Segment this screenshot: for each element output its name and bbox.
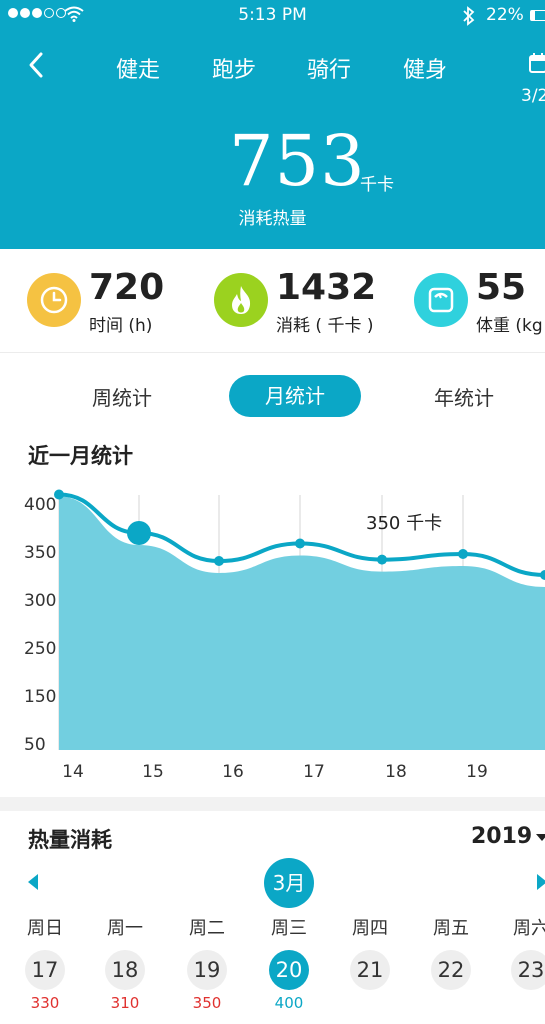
chart-title: 近一月统计 (28, 444, 133, 468)
calendar-icon[interactable] (528, 52, 545, 74)
y-tick-label: 150 (24, 687, 56, 707)
month-badge: 3月 (264, 858, 314, 908)
data-point (295, 538, 305, 549)
x-tick-label: 18 (385, 762, 407, 782)
stat-weight-value: 55 (476, 267, 527, 308)
area-fill (59, 496, 545, 750)
calendar-title: 热量消耗 (28, 828, 112, 852)
nav-date: 3/2 (521, 86, 545, 106)
calorie-label: 消耗热量 (238, 209, 307, 229)
tab-year[interactable]: 年统计 (434, 386, 494, 410)
y-tick-label: 300 (24, 591, 56, 611)
bluetooth-icon (463, 6, 475, 26)
status-time: 5:13 PM (238, 5, 307, 25)
section-divider (0, 797, 545, 811)
weekday-label: 周一 (107, 918, 143, 939)
data-point (458, 549, 468, 559)
weekday-label: 周四 (352, 918, 388, 939)
stat-time-label: 时间 (h) (89, 316, 153, 336)
prev-arrow-icon[interactable] (28, 874, 38, 890)
x-tick-label: 14 (62, 762, 84, 782)
calorie-chart: 4003503002501505014151617181920350 千卡 (24, 489, 545, 782)
y-tick-label: 50 (24, 735, 46, 755)
weekday-label: 周二 (189, 918, 225, 939)
y-tick-label: 250 (24, 639, 56, 659)
next-arrow-icon[interactable] (537, 874, 545, 890)
stat-calories-value: 1432 (276, 267, 377, 308)
day-cell[interactable]: 18 (105, 950, 145, 990)
scale-icon (414, 273, 468, 327)
x-tick-label: 17 (303, 762, 325, 782)
day-calorie-value: 350 (192, 994, 222, 1012)
data-point (214, 556, 224, 566)
stat-calories-label: 消耗 ( 千卡 ) (276, 316, 374, 336)
calorie-value: 753 (229, 120, 366, 202)
calorie-unit: 千卡 (360, 175, 394, 195)
day-calorie-value: 310 (110, 994, 140, 1012)
data-point (127, 521, 151, 545)
back-icon[interactable] (22, 50, 52, 80)
clock-icon (27, 273, 81, 327)
y-tick-label: 400 (24, 495, 56, 515)
period-tabs: 周统计 月统计 年统计 (0, 374, 545, 418)
day-calorie-value: 400 (274, 994, 304, 1012)
data-point (377, 554, 387, 565)
day-cell[interactable]: 20 (269, 950, 309, 990)
day-cell[interactable]: 23 (511, 950, 545, 990)
chart-annotation: 350 千卡 (366, 513, 442, 534)
data-point (540, 570, 545, 580)
status-bar: 5:13 PM 22% (0, 0, 545, 32)
weekday-label: 周日 (27, 918, 63, 939)
header: 5:13 PM 22% 健走 跑步 骑行 健身 3/2 753 千卡 消耗热量 (0, 0, 545, 249)
battery-icon (530, 10, 545, 21)
tab-fitness[interactable]: 健身 (403, 58, 448, 83)
x-tick-label: 15 (142, 762, 164, 782)
caret-down-icon[interactable] (536, 834, 545, 841)
weekday-label: 周六 (513, 918, 545, 939)
day-cell[interactable]: 21 (350, 950, 390, 990)
nav-bar: 健走 跑步 骑行 健身 3/2 (0, 46, 545, 106)
day-cell[interactable]: 19 (187, 950, 227, 990)
day-cell[interactable]: 17 (25, 950, 65, 990)
tab-walk[interactable]: 健走 (116, 58, 161, 83)
day-calorie-value: 330 (30, 994, 60, 1012)
stat-weight-label: 体重 (kg (476, 316, 543, 336)
x-tick-label: 19 (466, 762, 488, 782)
weekday-label: 周三 (271, 918, 307, 939)
tab-run[interactable]: 跑步 (212, 58, 257, 83)
day-cell[interactable]: 22 (431, 950, 471, 990)
data-point (54, 489, 64, 500)
fire-icon (214, 273, 268, 327)
signal-icon (8, 8, 66, 18)
y-tick-label: 350 (24, 543, 56, 563)
stat-time-value: 720 (89, 267, 165, 308)
x-tick-label: 16 (222, 762, 244, 782)
year-select[interactable]: 2019 (471, 824, 533, 849)
battery-percent: 22% (486, 5, 524, 25)
tab-cycle[interactable]: 骑行 (307, 58, 352, 83)
weekday-label: 周五 (433, 918, 469, 939)
tab-week[interactable]: 周统计 (92, 386, 152, 410)
tab-month[interactable]: 月统计 (229, 375, 361, 417)
stats-row: 720 时间 (h) 1432 消耗 ( 千卡 ) 55 体重 (kg (0, 249, 545, 353)
wifi-icon (64, 6, 84, 22)
